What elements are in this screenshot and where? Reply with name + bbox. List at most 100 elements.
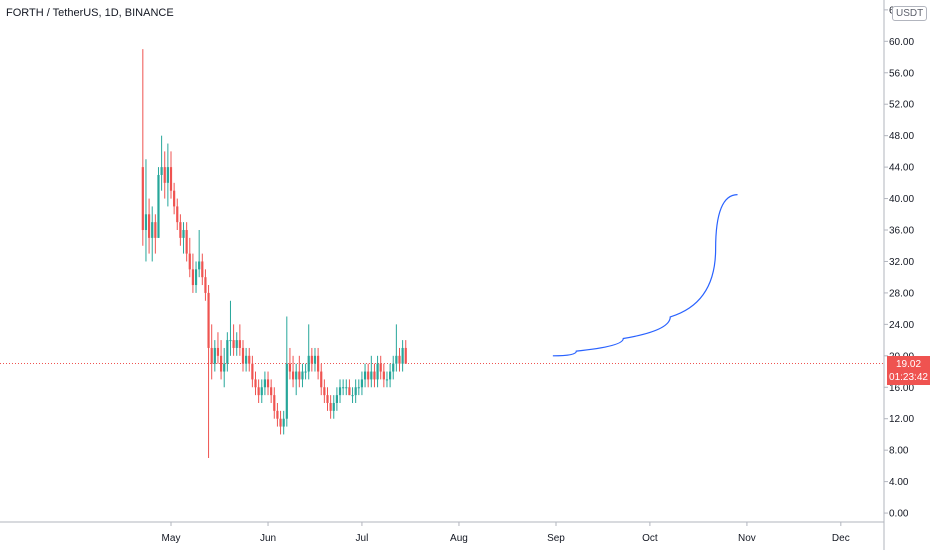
- candle-body[interactable]: [263, 379, 266, 388]
- candle-body[interactable]: [392, 363, 395, 372]
- y-tick-label: 36.00: [889, 226, 914, 237]
- candle-body[interactable]: [398, 355, 401, 364]
- candle-body[interactable]: [176, 206, 179, 223]
- candle-body[interactable]: [295, 371, 298, 380]
- candle-body[interactable]: [291, 371, 295, 380]
- candle-body[interactable]: [351, 395, 354, 397]
- candle-body[interactable]: [163, 167, 166, 183]
- x-tick-label: Aug: [450, 533, 468, 544]
- candle-body[interactable]: [385, 379, 389, 381]
- candle-body[interactable]: [254, 379, 257, 388]
- candle-body[interactable]: [273, 395, 276, 411]
- candle-body[interactable]: [204, 277, 207, 293]
- x-tick-label: May: [162, 533, 181, 544]
- y-tick-label: 32.00: [889, 257, 914, 268]
- candle-body[interactable]: [313, 355, 317, 364]
- candle-body[interactable]: [379, 363, 382, 372]
- candle-body[interactable]: [301, 371, 304, 380]
- candle-body[interactable]: [169, 167, 173, 191]
- candle-body[interactable]: [144, 214, 148, 231]
- x-tick-label: Sep: [547, 533, 565, 544]
- candle-body[interactable]: [298, 371, 301, 380]
- candle-body[interactable]: [348, 387, 351, 396]
- candle-body[interactable]: [304, 371, 307, 373]
- x-tick-label: Dec: [832, 533, 850, 544]
- candle-body[interactable]: [285, 363, 288, 419]
- candle-body[interactable]: [276, 410, 279, 419]
- candle-body[interactable]: [147, 214, 151, 238]
- candle-body[interactable]: [404, 347, 407, 364]
- candle-body[interactable]: [345, 387, 348, 389]
- candle-body[interactable]: [270, 387, 273, 396]
- candle-body[interactable]: [241, 347, 245, 364]
- candle-body[interactable]: [326, 395, 329, 403]
- candle-body[interactable]: [307, 355, 310, 372]
- candle-body[interactable]: [223, 363, 226, 372]
- candle-body[interactable]: [320, 371, 323, 388]
- y-tick-label: 28.00: [889, 288, 914, 299]
- candle-body[interactable]: [235, 340, 238, 348]
- candle-body[interactable]: [354, 387, 357, 396]
- candle-body[interactable]: [160, 167, 163, 175]
- candle-body[interactable]: [389, 371, 392, 380]
- candle-body[interactable]: [185, 230, 188, 254]
- candle-body[interactable]: [194, 269, 198, 286]
- candle-body[interactable]: [201, 261, 204, 278]
- candle-body[interactable]: [382, 371, 385, 380]
- candle-body[interactable]: [182, 230, 185, 238]
- candle-body[interactable]: [357, 387, 360, 389]
- candle-body[interactable]: [154, 222, 157, 238]
- candle-countdown: 01:23:42: [889, 372, 928, 383]
- y-tick-label: 52.00: [889, 100, 914, 111]
- candle-body[interactable]: [260, 387, 263, 396]
- currency-unit-badge[interactable]: USDT: [892, 6, 928, 21]
- candle-body[interactable]: [210, 347, 213, 364]
- candle-body[interactable]: [317, 355, 320, 372]
- candle-body[interactable]: [332, 402, 335, 411]
- candle-body[interactable]: [191, 269, 195, 286]
- candle-body[interactable]: [282, 418, 285, 427]
- candle-body[interactable]: [179, 222, 182, 238]
- candle-body[interactable]: [370, 371, 373, 380]
- y-tick-label: 12.00: [889, 414, 914, 425]
- candle-body[interactable]: [207, 292, 210, 348]
- candle-body[interactable]: [213, 347, 216, 364]
- candle-body[interactable]: [151, 222, 154, 238]
- candle-body[interactable]: [248, 355, 251, 364]
- candle-body[interactable]: [288, 363, 292, 372]
- projection-curve[interactable]: [552, 194, 738, 357]
- candle-body[interactable]: [238, 340, 241, 348]
- candle-body[interactable]: [279, 418, 282, 427]
- candle-body[interactable]: [173, 190, 176, 207]
- candle-body[interactable]: [401, 347, 404, 364]
- candle-body[interactable]: [323, 387, 326, 396]
- candle-body[interactable]: [198, 261, 201, 270]
- candle-body[interactable]: [166, 167, 169, 183]
- candle-body[interactable]: [226, 340, 229, 364]
- candle-body[interactable]: [251, 363, 254, 380]
- candle-body[interactable]: [232, 340, 235, 348]
- candle-body[interactable]: [157, 174, 160, 238]
- candle-body[interactable]: [395, 355, 398, 364]
- candle-body[interactable]: [310, 355, 313, 364]
- candle-body[interactable]: [342, 387, 345, 389]
- x-tick-label: Oct: [642, 533, 658, 544]
- x-tick-label: Jul: [356, 533, 369, 544]
- candle-body[interactable]: [141, 167, 144, 231]
- candle-body[interactable]: [266, 379, 270, 388]
- candle-body[interactable]: [367, 371, 370, 380]
- candle-body[interactable]: [216, 347, 220, 356]
- candle-body[interactable]: [245, 355, 248, 364]
- candle-body[interactable]: [219, 355, 223, 372]
- candle-body[interactable]: [338, 387, 342, 396]
- candle-body[interactable]: [335, 395, 338, 403]
- candle-body[interactable]: [373, 371, 376, 380]
- candle-body[interactable]: [188, 253, 191, 270]
- candle-body[interactable]: [376, 363, 379, 380]
- candle-body[interactable]: [329, 402, 332, 411]
- candle-body[interactable]: [360, 379, 364, 388]
- candle-body[interactable]: [363, 371, 367, 380]
- candle-body[interactable]: [229, 340, 232, 342]
- candle-body[interactable]: [257, 387, 260, 396]
